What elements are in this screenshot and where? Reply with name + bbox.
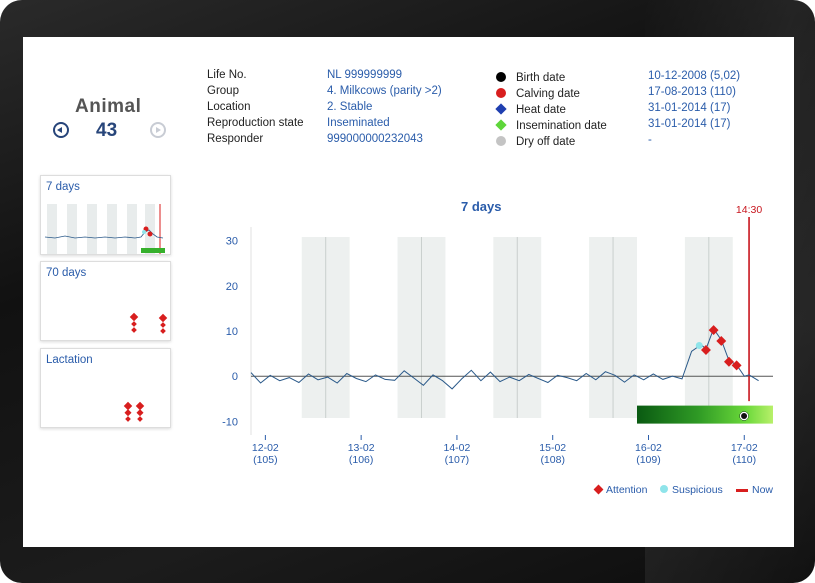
info-values-right: 10-12-2008 (5,02) 17-08-2013 (110) 31-01… xyxy=(648,68,740,148)
suspicious-legend: Suspicious xyxy=(660,484,723,496)
x-tick-date: 12-02 xyxy=(252,442,279,454)
x-tick-date: 15-02 xyxy=(539,442,566,454)
attention-point xyxy=(716,335,727,346)
now-legend: Now xyxy=(736,484,773,496)
x-tick-day: (105) xyxy=(253,454,278,466)
dry-off-date-value: - xyxy=(648,134,652,146)
info-label: Calving date xyxy=(516,88,580,100)
attention-marker-icon xyxy=(593,484,604,495)
info-marker-icon xyxy=(496,88,506,98)
info-label: Dry off date xyxy=(516,136,576,148)
info-label: Location xyxy=(207,101,251,113)
reproduction-state-value: Inseminated xyxy=(327,117,390,129)
location-value: 2. Stable xyxy=(327,101,373,113)
suspicious-legend-label: Suspicious xyxy=(672,484,723,496)
y-tick-label: 0 xyxy=(232,371,238,383)
info-marker-icon xyxy=(495,103,507,115)
x-tick-date: 14-02 xyxy=(443,442,470,454)
night-band xyxy=(493,237,542,418)
y-tick-label: 10 xyxy=(226,326,238,338)
thumbnail-70-days-chart xyxy=(129,312,168,334)
night-band xyxy=(397,237,446,418)
activity-bar xyxy=(636,405,773,424)
animal-title: Animal xyxy=(75,96,142,117)
thumbnail-7-days[interactable]: 7 days xyxy=(40,175,171,255)
suspicious-marker-icon xyxy=(660,485,668,493)
x-tick-date: 16-02 xyxy=(635,442,662,454)
x-tick-date: 17-02 xyxy=(731,442,758,454)
suspicious-point xyxy=(695,341,703,349)
y-tick-label: 20 xyxy=(226,281,238,293)
info-marker-icon xyxy=(496,136,506,146)
attention-point xyxy=(731,360,742,371)
info-label: Heat date xyxy=(516,104,566,116)
info-label: Group xyxy=(207,85,239,97)
night-band xyxy=(589,237,637,418)
animal-number: 43 xyxy=(96,120,118,141)
info-labels-right: Birth date Calving date Heat date Insemi… xyxy=(516,70,607,150)
x-tick-day: (106) xyxy=(349,454,374,466)
info-labels-left: Life No. Group Location Reproduction sta… xyxy=(207,67,304,147)
y-tick-label: -10 xyxy=(222,416,238,428)
thumbnail-label: 70 days xyxy=(46,267,87,279)
x-tick-day: (107) xyxy=(445,454,470,466)
attention-point xyxy=(708,325,719,336)
now-time-label: 14:30 xyxy=(736,204,762,216)
responder-value: 999000000232043 xyxy=(327,133,423,145)
info-values-left: NL 999999999 4. Milkcows (parity >2) 2. … xyxy=(327,67,442,147)
chart-title: 7 days xyxy=(461,199,502,214)
attention-point xyxy=(723,356,734,367)
previous-animal-icon[interactable] xyxy=(53,122,69,138)
screen: Animal 43 Life No. Group Location Reprod… xyxy=(23,37,794,547)
x-tick-day: (108) xyxy=(540,454,565,466)
thumbnail-lactation-chart xyxy=(123,401,145,422)
info-marker-icon xyxy=(496,72,506,82)
life-number-value: NL 999999999 xyxy=(327,69,403,81)
x-tick-day: (109) xyxy=(636,454,661,466)
y-tick-label: 30 xyxy=(226,236,238,248)
attention-legend: Attention xyxy=(593,484,648,496)
activity-series-line xyxy=(250,327,759,390)
info-label: Birth date xyxy=(516,72,566,84)
thumbnail-70-days[interactable]: 70 days xyxy=(40,261,171,341)
info-label: Insemination date xyxy=(516,120,607,132)
now-marker-icon xyxy=(736,488,748,492)
heat-date-value: 31-01-2014 (17) xyxy=(648,102,731,114)
now-legend-label: Now xyxy=(752,484,774,496)
birth-date-value: 10-12-2008 (5,02) xyxy=(648,70,741,82)
night-band xyxy=(684,237,733,418)
info-label: Responder xyxy=(207,133,264,145)
insemination-date-value: 31-01-2014 (17) xyxy=(648,118,731,130)
attention-point xyxy=(701,345,711,355)
attention-legend-label: Attention xyxy=(606,484,648,496)
thumbnail-label: 7 days xyxy=(46,181,80,193)
thumbnail-label: Lactation xyxy=(46,354,93,366)
info-marker-icon xyxy=(495,119,507,131)
night-band xyxy=(301,237,350,418)
info-label: Reproduction state xyxy=(207,117,304,129)
thumbnail-lactation[interactable]: Lactation xyxy=(40,348,171,428)
x-tick-date: 13-02 xyxy=(348,442,375,454)
now-dot-outer xyxy=(739,411,749,421)
group-value: 4. Milkcows (parity >2) xyxy=(327,85,442,97)
x-tick-day: (110) xyxy=(732,454,756,466)
calving-date-value: 17-08-2013 (110) xyxy=(648,86,737,98)
thumbnail-7-days-chart xyxy=(41,204,170,254)
info-label: Life No. xyxy=(207,69,247,81)
now-dot xyxy=(741,413,748,420)
next-animal-icon[interactable] xyxy=(150,122,166,138)
